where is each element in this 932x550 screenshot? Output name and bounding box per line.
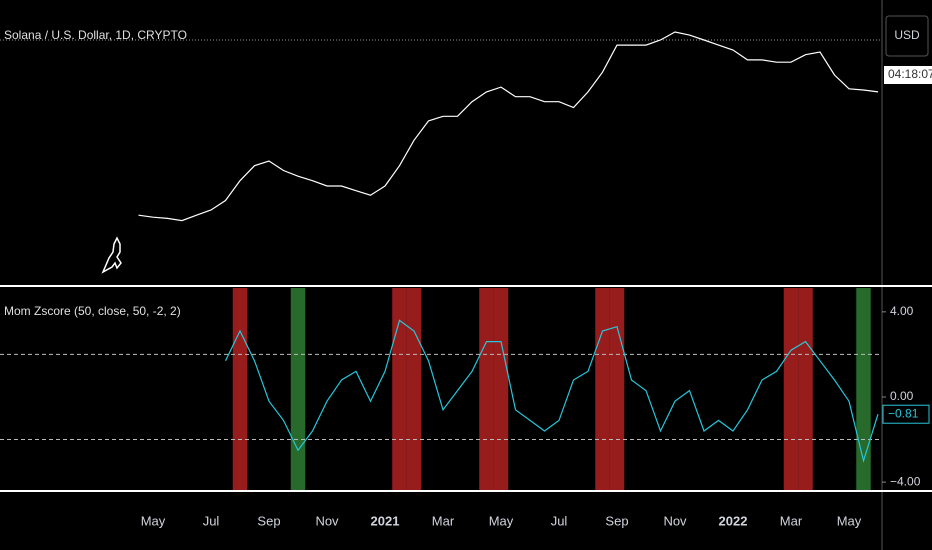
series-line (138, 31, 879, 222)
countdown-label: 04:18:07 (888, 67, 932, 81)
x-tick-label: Sep (257, 513, 280, 528)
x-tick-label: Sep (605, 513, 628, 528)
currency-button[interactable] (885, 15, 929, 57)
x-tick-label: Jul (551, 513, 568, 528)
x-tick-label: Nov (663, 513, 687, 528)
countdown-box (884, 66, 932, 84)
signal-band (798, 288, 813, 490)
x-tick-label: May (141, 513, 166, 528)
signal-band (493, 288, 509, 490)
signal-band (392, 288, 407, 490)
x-tick-label: 2021 (371, 513, 400, 528)
indicator-title: Mom Zscore (50, close, 50, -2, 2) (4, 304, 181, 318)
signal-band (479, 288, 494, 490)
currency-label[interactable]: USD (894, 28, 920, 42)
signal-band (783, 288, 799, 490)
x-tick-label: May (837, 513, 862, 528)
price-title: Solana / U.S. Dollar, 1D, CRYPTO (4, 28, 187, 42)
plot: May Jul Sep Nov 2021 Mar May Jul Sep Nov 2022 Mar Ma… (0, 31, 930, 528)
last-value-label: −0.81 (888, 406, 919, 420)
logo (101, 236, 122, 274)
x-tick-label: Nov (315, 513, 339, 528)
x-tick-label: Mar (780, 513, 803, 528)
x-tick-label: Jul (203, 513, 220, 528)
x-tick-label: May (489, 513, 514, 528)
last-value-box (882, 404, 930, 424)
signal-band (290, 288, 306, 490)
signal-band (232, 288, 248, 490)
y2-tick-label: 0.00 (890, 389, 914, 403)
signal-band (856, 288, 871, 490)
x-tick-label: 2022 (719, 513, 748, 528)
signal-band (609, 288, 625, 490)
y2-tick-label: 4.00 (890, 304, 914, 318)
signal-band (595, 288, 610, 490)
y2-tick-label: −4.00 (890, 474, 921, 488)
series-line (224, 319, 879, 464)
x-tick-label: Mar (432, 513, 455, 528)
signal-band (406, 288, 422, 490)
